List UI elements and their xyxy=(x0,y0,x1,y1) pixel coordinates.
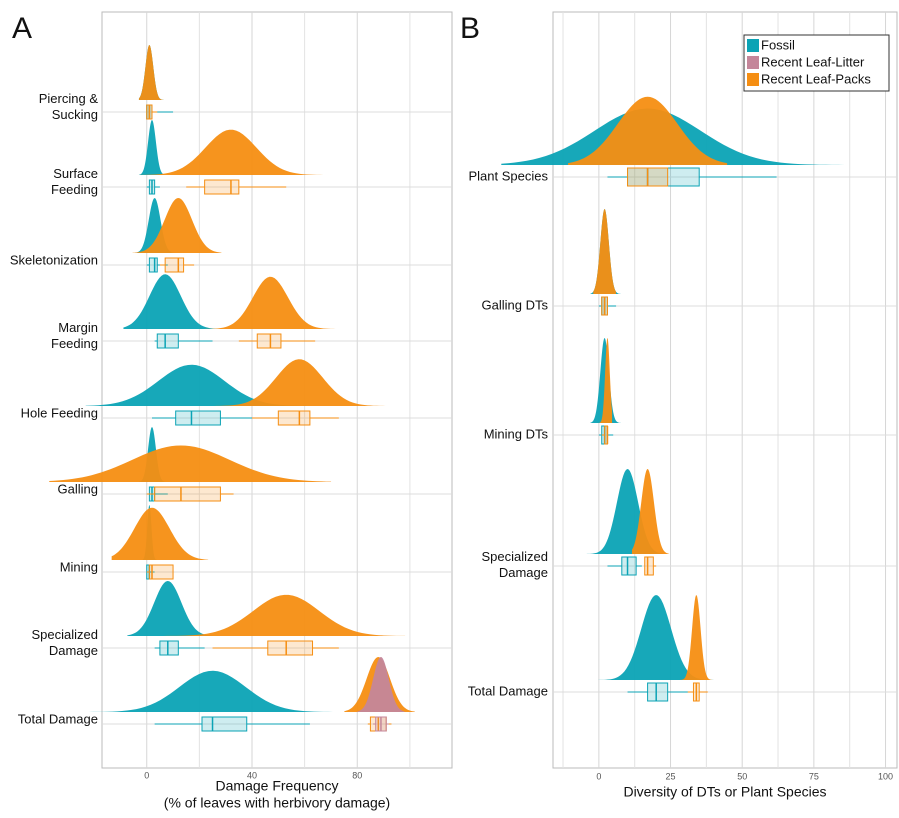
box xyxy=(256,333,282,349)
x-tick-label: 0 xyxy=(144,770,149,780)
category-label: Specialized Damage xyxy=(482,549,549,580)
density-cloud xyxy=(568,96,728,165)
legend-swatch xyxy=(747,39,759,52)
box xyxy=(201,716,248,732)
density-cloud xyxy=(679,595,717,680)
category-label: Margin Feeding xyxy=(51,320,98,351)
category-label: Mining xyxy=(60,559,98,574)
box xyxy=(154,486,221,502)
category-label: Mining DTs xyxy=(484,426,549,441)
density-cloud xyxy=(597,595,721,680)
density-cloud xyxy=(127,581,232,636)
density-cloud xyxy=(123,274,244,329)
x-tick-label: 100 xyxy=(878,771,893,781)
density-cloud xyxy=(146,594,406,636)
legend-label: Fossil xyxy=(761,37,795,52)
category-label: Specialized Damage xyxy=(32,627,99,658)
x-axis-label: Damage Frequency xyxy=(216,778,339,794)
density-cloud xyxy=(138,45,166,100)
density-cloud xyxy=(85,364,332,406)
density-cloud xyxy=(597,338,613,423)
box xyxy=(164,257,185,273)
category-label: Galling xyxy=(58,481,98,496)
box xyxy=(621,556,637,576)
legend-swatch xyxy=(747,56,759,69)
x-axis-label: Diversity of DTs or Plant Species xyxy=(623,784,826,800)
density-cloud xyxy=(203,276,351,329)
density-cloud xyxy=(111,507,209,560)
x-tick-label: 0 xyxy=(596,771,601,781)
box xyxy=(204,179,240,195)
x-tick-label: 80 xyxy=(352,770,362,780)
x-tick-label: 75 xyxy=(809,771,819,781)
panel-label: A xyxy=(12,12,32,45)
category-label: Hole Feeding xyxy=(21,405,98,420)
density-cloud xyxy=(593,209,616,294)
x-tick-label: 50 xyxy=(737,771,747,781)
density-cloud xyxy=(88,670,377,712)
density-cloud xyxy=(135,198,180,253)
plot-frame xyxy=(101,11,453,769)
plot-frame xyxy=(552,11,898,769)
box xyxy=(175,410,221,426)
density-cloud xyxy=(357,657,405,712)
category-label: Piercing & Sucking xyxy=(39,91,99,122)
box xyxy=(277,410,311,426)
category-label: Surface Feeding xyxy=(51,166,98,197)
density-cloud xyxy=(138,120,168,175)
box xyxy=(148,564,174,580)
x-axis-label: (% of leaves with herbivory damage) xyxy=(164,795,390,811)
category-label: Total Damage xyxy=(18,711,98,726)
legend-label: Recent Leaf-Packs xyxy=(761,71,871,86)
box xyxy=(156,333,179,349)
x-tick-label: 40 xyxy=(247,770,257,780)
box xyxy=(159,640,179,656)
box xyxy=(148,257,158,273)
legend-swatch xyxy=(747,73,759,86)
box xyxy=(647,682,669,702)
density-cloud xyxy=(49,445,332,482)
box xyxy=(267,640,314,656)
legend-box xyxy=(743,34,890,92)
density-cloud xyxy=(135,129,337,175)
x-tick-label: 25 xyxy=(666,771,676,781)
box xyxy=(644,556,654,576)
legend-label: Recent Leaf-Litter xyxy=(761,54,865,69)
category-label: Total Damage xyxy=(468,683,548,698)
density-cloud xyxy=(205,359,386,406)
category-label: Galling DTs xyxy=(482,297,549,312)
density-cloud xyxy=(631,469,669,554)
category-label: Plant Species xyxy=(469,168,549,183)
category-label: Skeletonization xyxy=(10,252,98,267)
density-cloud xyxy=(132,198,222,253)
panel-label: B xyxy=(460,12,480,45)
